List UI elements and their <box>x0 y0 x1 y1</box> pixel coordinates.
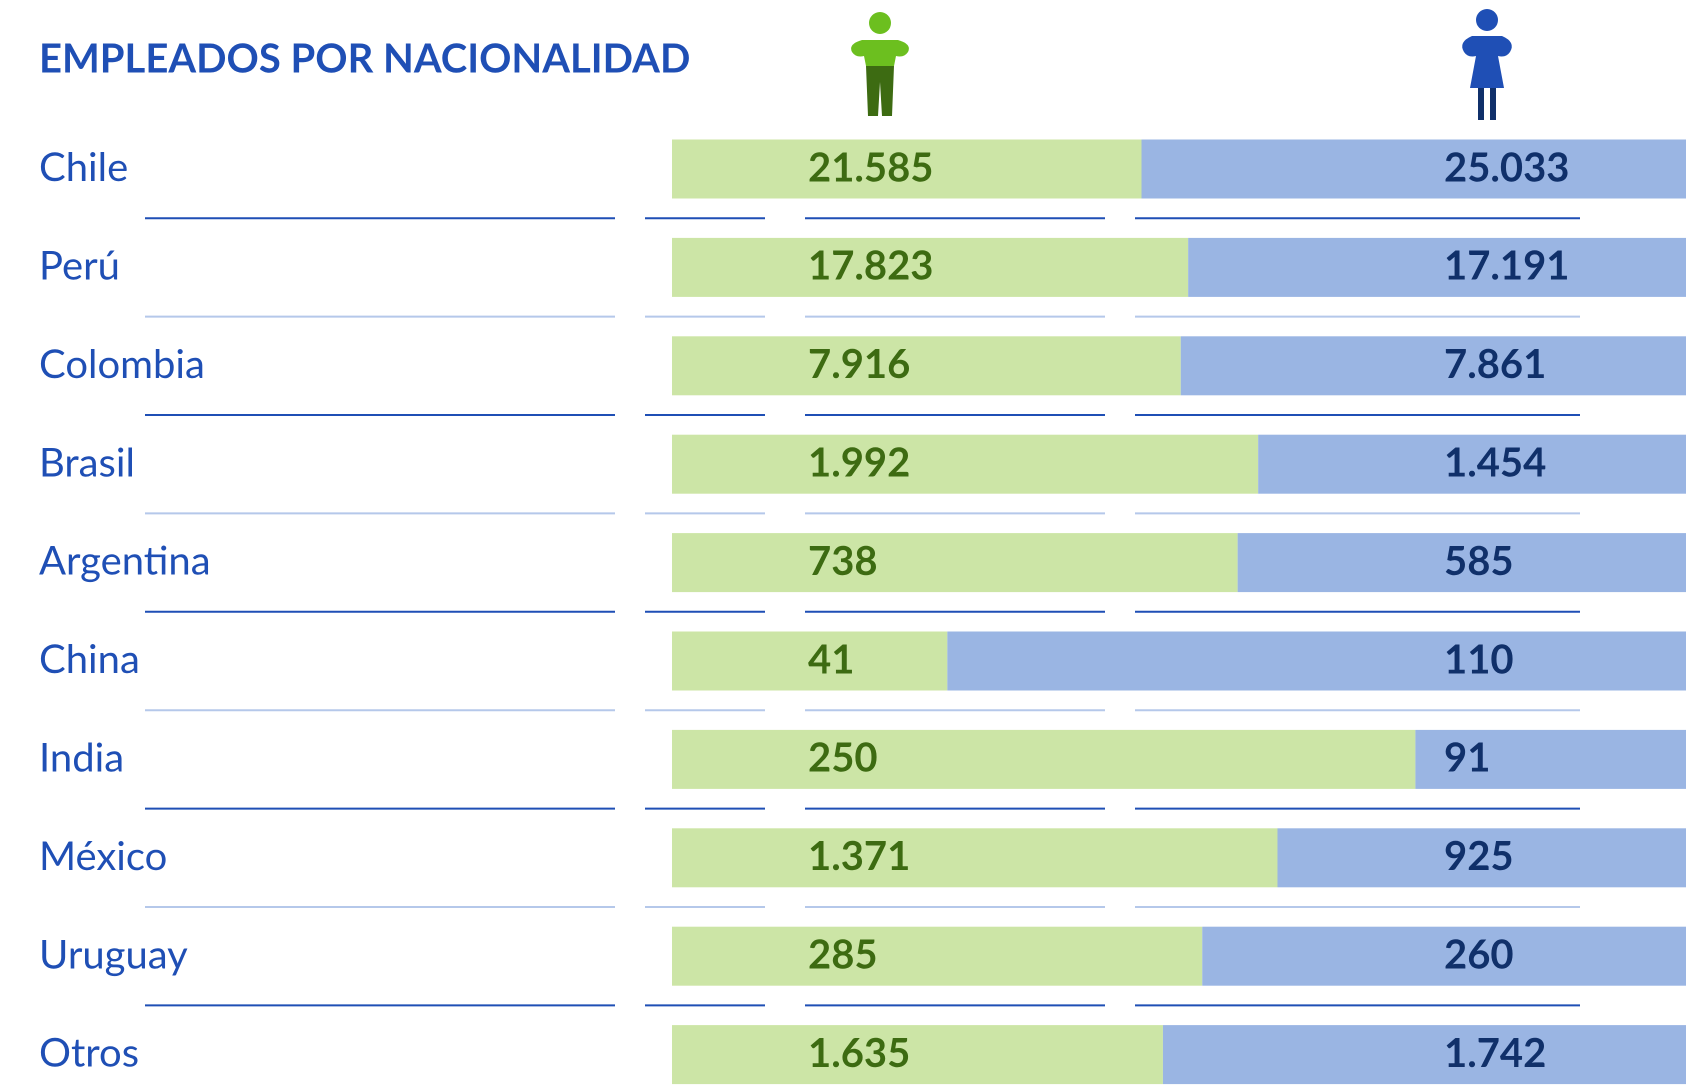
chart-title: EMPLEADOS POR NACIONALIDAD <box>39 33 690 81</box>
value-label: 1.371 <box>808 831 910 879</box>
bar-segment <box>1162 1025 1686 1085</box>
value-label: 260 <box>1444 929 1514 977</box>
value-label: 1.992 <box>808 437 910 485</box>
value-label: 1.635 <box>808 1028 910 1076</box>
bar-segment <box>672 828 1278 888</box>
value-label: 17.191 <box>1444 241 1570 289</box>
value-label: 41 <box>808 634 854 682</box>
category-label: Otros <box>39 1028 139 1076</box>
woman-icon <box>1462 9 1512 120</box>
category-label: Argentina <box>39 536 211 584</box>
category-label: China <box>39 634 140 682</box>
bar-segment <box>947 631 1686 691</box>
value-label: 21.585 <box>808 142 934 190</box>
bar-segment <box>1415 729 1686 789</box>
bar-segment <box>1188 237 1686 297</box>
bar-segment <box>672 139 1142 199</box>
category-label: Brasil <box>39 437 135 485</box>
bar-segment <box>672 631 948 691</box>
value-label: 738 <box>808 536 878 584</box>
value-label: 7.916 <box>808 339 910 387</box>
value-label: 110 <box>1444 634 1514 682</box>
bar-segment <box>672 533 1238 593</box>
category-label: Chile <box>39 142 128 190</box>
bar-segment <box>1141 139 1686 199</box>
value-label: 25.033 <box>1444 142 1570 190</box>
category-label: India <box>39 733 124 781</box>
category-label: Colombia <box>39 339 205 387</box>
value-label: 91 <box>1444 733 1490 781</box>
bar-segment <box>1277 828 1686 888</box>
value-label: 925 <box>1444 831 1514 879</box>
bar-segment <box>672 729 1416 789</box>
value-label: 585 <box>1444 536 1514 584</box>
value-label: 250 <box>808 733 878 781</box>
bar-segment <box>672 926 1203 986</box>
bar-segment <box>672 1025 1163 1085</box>
value-label: 17.823 <box>808 241 934 289</box>
category-label: Uruguay <box>39 929 188 977</box>
man-icon <box>851 12 909 116</box>
value-label: 1.454 <box>1444 437 1546 485</box>
value-label: 285 <box>808 929 878 977</box>
bar-segment <box>1202 926 1686 986</box>
bar-segment <box>1180 336 1686 396</box>
bar-segment <box>672 336 1181 396</box>
bar-segment <box>672 237 1189 297</box>
category-label: Perú <box>39 241 120 289</box>
value-label: 1.742 <box>1444 1028 1546 1076</box>
bar-segment <box>672 434 1259 494</box>
value-label: 7.861 <box>1444 339 1546 387</box>
bar-segment <box>1237 533 1686 593</box>
bar-segment <box>1258 434 1686 494</box>
category-label: México <box>39 831 167 879</box>
